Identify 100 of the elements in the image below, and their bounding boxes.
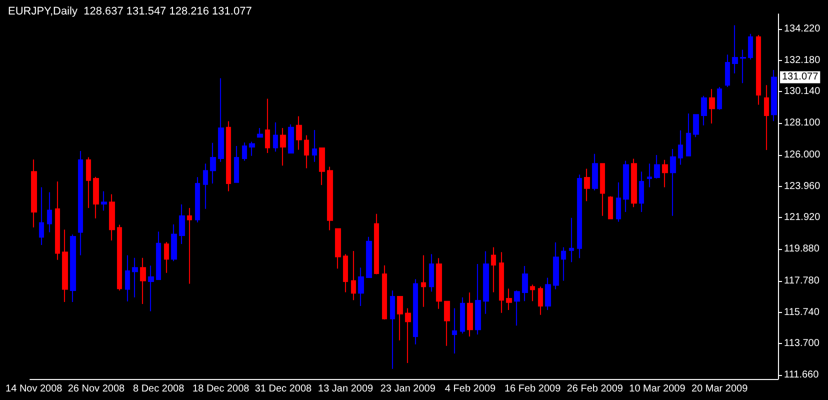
x-tick-label: 13 Jan 2009 (318, 384, 374, 394)
candlestick (304, 134, 309, 169)
candlestick (748, 33, 753, 60)
candlestick (86, 156, 91, 208)
candlestick (327, 166, 333, 231)
y-tick-label: 111.660 (784, 370, 820, 381)
candlestick (39, 186, 44, 246)
y-tick-label: 121.920 (784, 212, 821, 224)
candlestick (296, 116, 302, 150)
candlestick (31, 159, 37, 228)
candlestick (717, 86, 722, 110)
candlestick (382, 264, 387, 320)
candlestick (514, 290, 520, 326)
x-tick-label: 26 Feb 2009 (566, 384, 624, 394)
candlestick (390, 290, 395, 370)
candlestick (436, 258, 442, 310)
candlestick (397, 296, 403, 341)
x-tick-label: 20 Mar 2009 (691, 384, 748, 394)
candlestick (132, 257, 138, 298)
y-tick-label: 126.000 (784, 150, 821, 161)
candlestick (608, 196, 613, 220)
candlestick (452, 308, 457, 354)
candlestick (538, 286, 543, 316)
y-tick-label: 130.140 (784, 86, 821, 98)
candlestick (187, 208, 192, 284)
candlestick (522, 265, 528, 302)
candlestick (319, 147, 325, 186)
y-tick-label: 115.740 (784, 306, 820, 318)
candlestick (499, 252, 504, 314)
candlestick (616, 182, 621, 222)
candlestick (584, 168, 590, 202)
candlestick (561, 246, 566, 282)
x-tick-label: 18 Dec 2008 (192, 384, 250, 394)
candlestick (179, 204, 185, 245)
candlestick (280, 127, 286, 166)
candlestick (312, 129, 317, 162)
candlestick (623, 160, 629, 212)
candlestick (117, 224, 122, 292)
candlestick (140, 257, 146, 305)
candlestick (467, 292, 473, 338)
candlestick (234, 146, 239, 183)
x-tick-label: 8 Dec 2008 (132, 384, 185, 394)
candlestick (654, 154, 660, 180)
candlestick (413, 278, 418, 345)
candlestick (70, 234, 76, 303)
candlestick (335, 228, 341, 270)
candlestick (764, 84, 769, 151)
candlestick (257, 127, 263, 138)
candlestick (101, 190, 107, 212)
candlestick (530, 284, 535, 302)
x-tick-label: 16 Feb 2009 (504, 384, 562, 394)
y-tick-label: 117.780 (784, 276, 820, 287)
candlestick (592, 153, 598, 191)
candlestick (569, 217, 574, 263)
candlestick (226, 120, 231, 192)
candlestick (78, 150, 83, 256)
x-tick-label: 4 Feb 2009 (444, 384, 496, 394)
candlestick (195, 176, 200, 223)
candlestick (210, 142, 216, 184)
candlestick (218, 78, 224, 162)
candlestick (156, 231, 161, 280)
candlestick (670, 148, 676, 216)
candlestick (374, 213, 379, 275)
y-tick-label: 132.180 (784, 54, 821, 66)
candlestick (171, 224, 177, 262)
candlestick (47, 192, 52, 233)
x-tick-label: 31 Dec 2008 (254, 384, 312, 394)
candlestick (351, 250, 356, 301)
candlestick (265, 98, 270, 154)
candlestick (164, 242, 169, 274)
candlestick (639, 171, 644, 212)
candlestick (577, 174, 582, 259)
candlestick (647, 163, 652, 188)
candlestick (444, 300, 450, 346)
x-tick-label: 23 Jan 2009 (380, 384, 436, 394)
text: 131.077 (782, 72, 819, 83)
y-tick-label: 119.880 (784, 243, 820, 254)
chart-title: EURJPY,Daily 128.637 131.547 128.216 131.077 (8, 6, 252, 18)
candlestick (491, 246, 496, 293)
candlestick (249, 141, 255, 156)
y-tick-label: 134.220 (784, 24, 821, 35)
candlestick (771, 70, 777, 122)
candlestick (732, 24, 738, 74)
candlestick (93, 176, 99, 219)
candlestick (545, 277, 551, 310)
y-tick-label: 113.700 (784, 338, 820, 350)
candlestick (483, 250, 489, 314)
candlestick (686, 113, 691, 156)
candlestick (242, 142, 247, 162)
candlestick (475, 263, 481, 336)
candlestick (553, 242, 559, 290)
candlestick (701, 95, 707, 126)
candlestick (405, 308, 411, 364)
candlestick (631, 158, 637, 208)
x-tick-label: 10 Mar 2009 (629, 384, 686, 394)
candlestick (429, 254, 434, 292)
candlestick (662, 159, 668, 188)
candlestick (460, 296, 465, 334)
candlestick (288, 124, 294, 154)
y-tick-label: 128.100 (784, 117, 821, 128)
